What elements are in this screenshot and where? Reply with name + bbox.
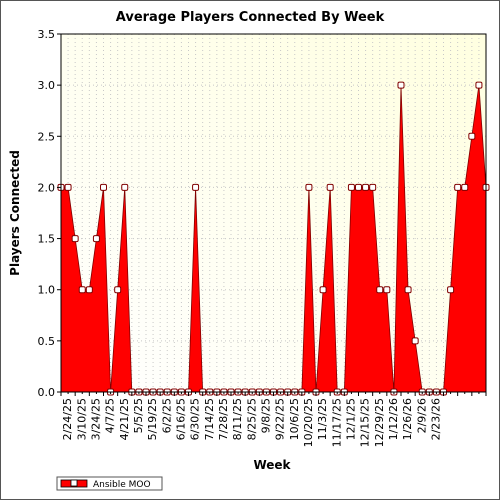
x-tick-label: 11/17/25 [330,398,343,447]
x-tick-label: 5/19/25 [146,398,159,440]
x-tick-label: 11/3/25 [316,398,329,440]
grid [60,34,487,392]
x-tick-label: 8/11/25 [231,398,244,440]
data-point-marker [447,286,455,294]
x-tick-label: 1/26/26 [401,398,414,440]
x-tick-label: 2/9/26 [415,398,428,433]
y-axis-ticks: 0.0 0.5 1.0 1.5 2.0 2.5 3.0 3.5 [38,28,61,399]
x-tick-label: 7/14/25 [203,398,216,440]
x-tick-label: 12/1/25 [344,398,357,440]
x-tick-label: 2/24/25 [61,398,74,440]
series-marker-layer [57,81,490,396]
data-point-marker [461,183,469,191]
data-point-marker [71,235,79,243]
y-tick-label: 3.0 [38,79,56,92]
y-axis-label: Players Connected [8,150,22,276]
chart-title: Average Players Connected By Week [116,10,385,25]
data-point-marker [397,81,405,89]
x-tick-label: 12/15/25 [359,398,372,447]
data-point-marker [114,286,122,294]
data-point-marker [454,183,462,191]
data-point-marker [376,286,384,294]
legend-marker [70,479,78,487]
y-tick-label: 0.5 [38,335,56,348]
x-tick-label: 1/12/26 [387,398,400,440]
x-tick-label: 3/10/25 [75,398,88,440]
x-tick-label: 9/22/25 [274,398,287,440]
x-tick-label: 10/6/25 [288,398,301,440]
x-tick-label: 4/7/25 [104,398,117,433]
x-tick-label: 6/30/25 [189,398,202,440]
data-point-marker [64,183,72,191]
x-tick-label: 6/16/25 [174,398,187,440]
x-tick-label: 3/24/25 [89,398,102,440]
data-point-marker [121,183,129,191]
data-point-marker [78,286,86,294]
y-tick-label: 2.0 [38,181,56,194]
x-tick-label: 9/8/25 [259,398,272,433]
x-tick-label: 4/21/25 [118,398,131,440]
y-tick-label: 1.0 [38,284,56,297]
data-point-marker [347,183,355,191]
x-tick-label: 5/5/25 [132,398,145,433]
data-point-marker [92,235,100,243]
x-tick-label: 10/20/25 [302,398,315,447]
data-point-marker [475,81,483,89]
data-point-marker [305,183,313,191]
y-tick-label: 3.5 [38,28,56,41]
x-tick-label: 6/2/25 [160,398,173,433]
data-point-marker [100,183,107,191]
data-point-marker [411,337,419,345]
data-point-marker [369,183,377,191]
legend-label: Ansible MOO [93,480,151,490]
x-tick-label: 2/23/26 [429,398,442,440]
data-point-marker [355,183,362,191]
y-tick-label: 0.0 [38,386,56,399]
data-point-marker [326,183,334,191]
data-point-marker [192,183,200,191]
x-tick-label: 12/29/25 [373,398,386,447]
series-area [61,85,486,392]
data-point-marker [468,132,476,140]
legend: Ansible MOO [56,476,163,491]
x-tick-label: 8/25/25 [245,398,258,440]
x-axis-ticks: 2/24/25 3/10/25 3/24/25 4/7/25 4/21/25 5/5/25… [60,392,487,447]
plot-area [61,34,486,392]
y-tick-label: 1.5 [38,233,56,246]
x-axis-label: Week [253,458,291,472]
data-point-marker [404,286,412,294]
data-point-marker [362,183,370,191]
data-point-marker [85,286,93,294]
data-point-marker [383,286,391,294]
y-tick-label: 2.5 [38,130,56,143]
data-point-marker [319,286,327,294]
x-tick-label: 7/28/25 [217,398,230,440]
